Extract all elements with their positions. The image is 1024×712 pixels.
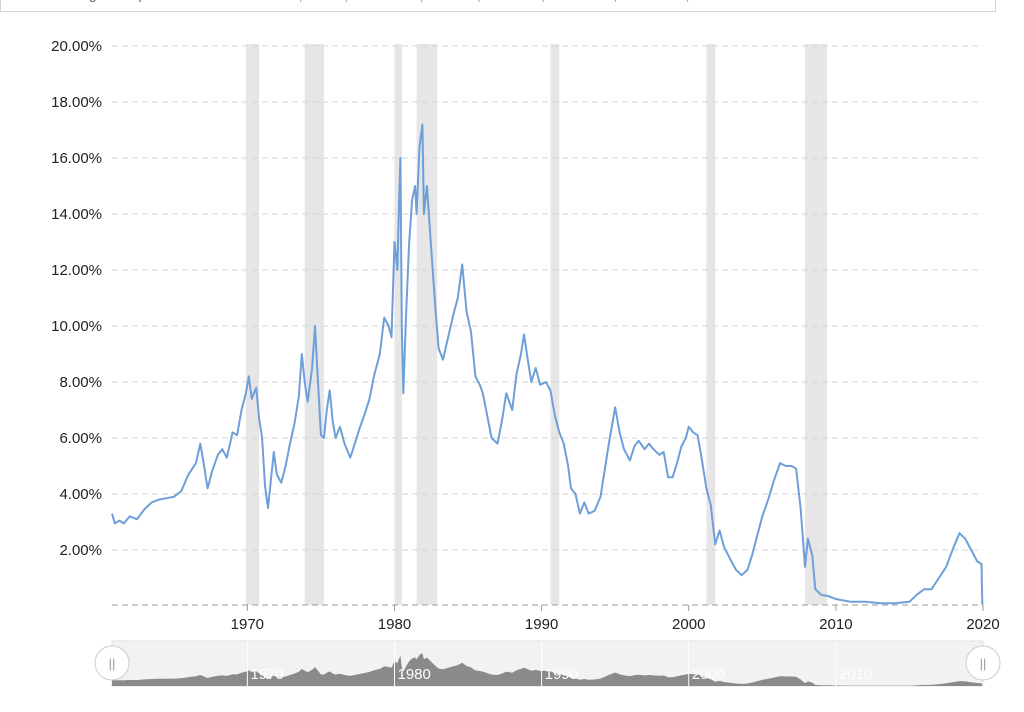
y-axis-ticks: 2.00% 4.00% 6.00% 8.00% 10.00% 12.00% 14.00% 16… [51, 38, 102, 559]
handle-knob[interactable] [965, 645, 1001, 681]
range-link[interactable]: YTD [309, 0, 337, 2]
recession-band [416, 44, 438, 605]
navigator-label: 2000 [692, 666, 725, 683]
grid-lines [112, 45, 983, 606]
recession-band [304, 44, 324, 605]
recession-bands [245, 44, 828, 605]
y-tick-label: 8.00% [59, 374, 102, 391]
x-tick-label: 2010 [819, 616, 852, 633]
navigator-left-handle[interactable]: || [94, 645, 130, 681]
y-tick-label: 20.00% [51, 38, 102, 55]
recession-band [394, 44, 402, 605]
x-tick-label: 2000 [672, 616, 705, 633]
handle-grip: || [109, 656, 116, 671]
handle-knob[interactable] [94, 645, 130, 681]
recession-band [804, 44, 828, 605]
navigator-area [112, 653, 983, 686]
range-separator: | [614, 0, 618, 2]
range-separator: | [477, 0, 481, 2]
navigator-right-handle[interactable]: || [965, 645, 1001, 681]
range-separator: | [299, 0, 303, 2]
x-tick-label: 1980 [378, 616, 411, 633]
y-tick-label: 6.00% [59, 430, 102, 447]
navigator-label: 1970 [250, 666, 283, 683]
range-navigator[interactable]: 1970 1980 1990 2000 2010 || || [94, 640, 1001, 687]
y-tick-label: 12.00% [51, 262, 102, 279]
recession-band [245, 44, 260, 605]
range-separator: | [541, 0, 545, 2]
range-separator: | [686, 0, 690, 2]
range-link[interactable]: 5 Years [488, 0, 535, 2]
toolbar-prompt: Click and drag in the plot area or selec… [7, 0, 292, 2]
range-separator: | [344, 0, 348, 2]
recession-band [706, 44, 716, 605]
y-tick-label: 2.00% [59, 542, 102, 559]
x-axis-ticks: 1970 1980 1990 2000 2010 2020 [231, 605, 1000, 633]
x-tick-label: 2020 [966, 616, 999, 633]
navigator-label: 1990 [545, 666, 578, 683]
y-tick-label: 16.00% [51, 150, 102, 167]
date-range-toolbar: Click and drag in the plot area or selec… [0, 0, 996, 12]
range-separator: | [420, 0, 424, 2]
y-tick-label: 18.00% [51, 94, 102, 111]
x-tick-label: 1970 [231, 616, 264, 633]
y-tick-label: 14.00% [51, 206, 102, 223]
x-tick-label: 1990 [525, 616, 558, 633]
handle-grip: || [980, 656, 987, 671]
range-link[interactable]: All Years [696, 0, 750, 2]
y-tick-label: 10.00% [51, 318, 102, 335]
series-line [111, 123, 984, 605]
range-link[interactable]: 6 Months [355, 0, 413, 2]
range-link[interactable]: 10 Years [552, 0, 607, 2]
recession-band [550, 44, 560, 605]
y-tick-label: 4.00% [59, 486, 102, 503]
range-link[interactable]: 20 Years [624, 0, 679, 2]
navigator-label: 2010 [839, 666, 872, 683]
range-link[interactable]: 1 Year [430, 0, 470, 2]
navigator-label: 1980 [397, 666, 430, 683]
